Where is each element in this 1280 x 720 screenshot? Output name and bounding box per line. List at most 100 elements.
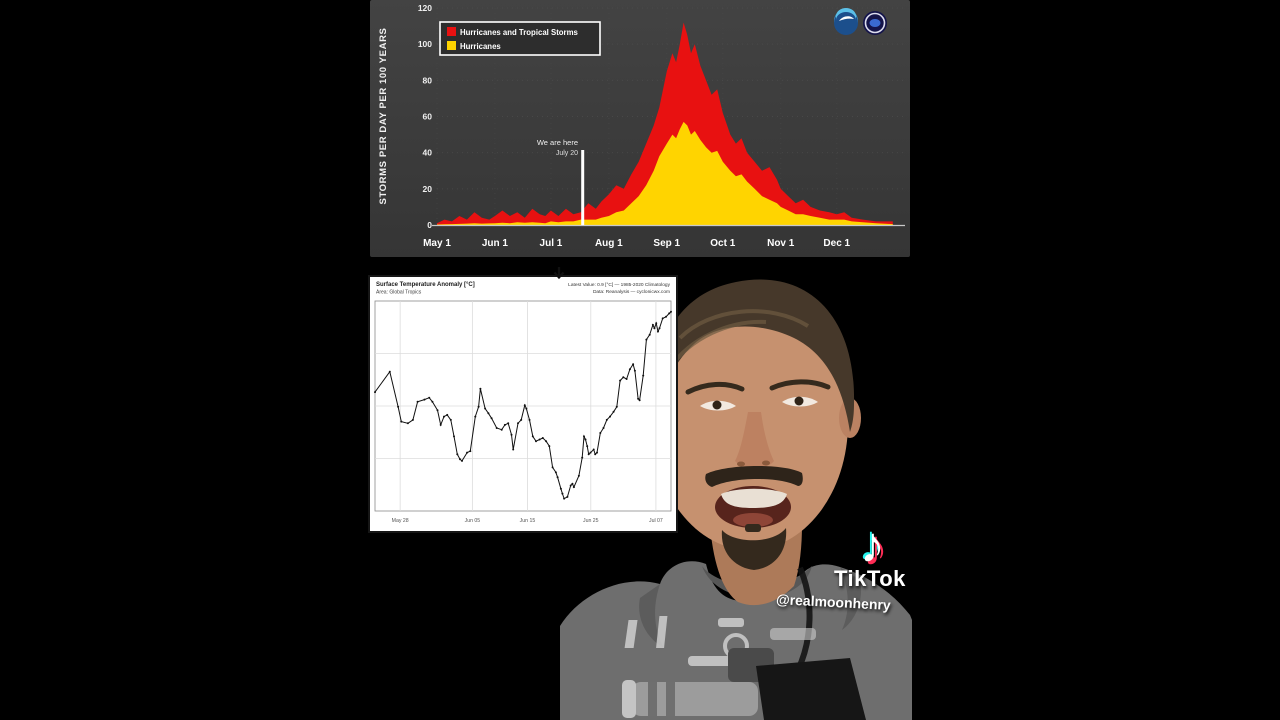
iris-right	[794, 396, 804, 406]
area-storms	[437, 22, 893, 225]
data-point-marker	[446, 413, 449, 416]
data-point-marker	[507, 422, 510, 425]
nostril-right	[762, 460, 770, 466]
temp-chart-subtitle: Area: Global Tropics	[376, 290, 422, 296]
data-point-marker	[583, 435, 585, 438]
data-point-marker	[495, 427, 498, 429]
data-point-marker	[436, 409, 439, 412]
temp-x-tick-label: Jun 05	[465, 518, 481, 524]
tick-labels: 0 20 40 60 80 100 120 May 1 Jun 1 Jul 1 Aug 1 Sep 1…	[418, 3, 851, 249]
down-arrow-cursor-icon	[553, 267, 565, 280]
x-tick-label: Oct 1	[710, 238, 735, 249]
data-point-marker	[423, 398, 426, 401]
data-point-marker	[453, 435, 455, 438]
temp-x-tick-label: Jul 07	[649, 518, 663, 524]
data-point-marker	[397, 405, 400, 408]
tiktok-note-icon: ♪	[858, 515, 883, 571]
temp-chart-title: Surface Temperature Anomaly [°C]	[376, 282, 475, 288]
x-tick-label: Jul 1	[540, 238, 563, 249]
legend-swatch-red	[447, 27, 456, 36]
hair	[651, 279, 855, 432]
temp-x-tick-label: Jun 25	[583, 518, 599, 524]
temp-grid-lines	[375, 301, 671, 511]
data-point-marker	[548, 445, 551, 448]
data-point-marker	[503, 423, 506, 426]
data-point-marker	[633, 369, 636, 372]
temp-x-tick-label: Jun 15	[520, 518, 536, 524]
data-point-marker	[374, 391, 376, 394]
data-point-marker	[500, 428, 503, 431]
hurricane-climatology-chart: 0 20 40 60 80 100 120 May 1 Jun 1 Jul 1 Aug 1 Sep 1…	[370, 0, 910, 257]
data-point-marker	[584, 438, 587, 441]
data-point-marker	[638, 399, 641, 402]
we-are-here-date: July 20	[556, 150, 578, 157]
chin-beard	[721, 528, 787, 570]
data-point-marker	[625, 378, 628, 380]
data-point-marker	[510, 433, 513, 436]
temp-tick-labels: May 28 Jun 05 Jun 15 Jun 25 Jul 07	[392, 518, 663, 524]
data-point-marker	[605, 418, 608, 421]
data-point-marker	[577, 474, 580, 477]
soul-patch	[745, 524, 761, 532]
data-point-marker	[665, 315, 667, 318]
data-point-marker	[406, 422, 409, 425]
nose	[735, 412, 774, 469]
data-point-marker	[559, 487, 562, 490]
data-point-marker	[596, 451, 598, 454]
data-point-marker	[645, 338, 648, 341]
data-point-marker	[520, 418, 523, 421]
temp-chart-info-1: Latest Value: 0.9 [°C] — 1985-2020 Clima…	[568, 282, 670, 288]
data-point-marker	[469, 450, 472, 453]
x-tick-label: Dec 1	[823, 238, 850, 249]
data-point-marker	[449, 418, 452, 421]
camera-body	[756, 658, 866, 720]
data-point-marker	[563, 497, 566, 500]
legend-swatch-yellow	[447, 41, 456, 50]
data-point-marker	[443, 415, 445, 418]
data-point-marker	[561, 492, 564, 495]
data-point-marker	[642, 374, 645, 377]
data-point-marker	[459, 458, 461, 461]
data-point-marker	[658, 327, 661, 330]
data-point-marker	[609, 415, 611, 418]
data-point-marker	[535, 440, 537, 443]
data-point-marker	[612, 410, 615, 413]
data-point-marker	[461, 459, 463, 462]
x-tick-label: Jun 1	[482, 238, 509, 249]
data-point-marker	[556, 476, 559, 479]
tiktok-note-icon: ♪	[860, 517, 885, 573]
area-series	[437, 22, 893, 225]
legend-box	[439, 21, 601, 56]
data-point-marker	[592, 448, 595, 451]
data-point-marker	[551, 466, 554, 469]
y-tick-label: 80	[423, 75, 433, 85]
data-point-marker	[554, 471, 557, 474]
y-tick-label: 60	[423, 112, 433, 122]
data-point-marker	[670, 310, 672, 313]
data-point-marker	[587, 453, 590, 456]
x-tick-label: Sep 1	[653, 238, 680, 249]
data-point-marker	[657, 330, 659, 333]
y-tick-label: 0	[427, 220, 432, 230]
data-point-marker	[653, 327, 656, 330]
data-point-marker	[512, 448, 515, 451]
data-point-marker	[474, 415, 477, 418]
data-point-marker	[586, 445, 589, 448]
legend-label-hurricanes: Hurricanes	[460, 42, 501, 51]
lens-ring-1	[648, 682, 657, 716]
data-point-marker	[668, 312, 671, 315]
data-point-marker	[622, 376, 625, 379]
area-hurricanes	[437, 121, 893, 225]
temperature-anomaly-chart: Surface Temperature Anomaly [°C] Area: G…	[368, 275, 678, 533]
data-point-marker	[632, 363, 635, 366]
y-axis-title: STORMS PER DAY PER 100 YEARS	[378, 28, 389, 205]
data-point-marker	[655, 322, 658, 325]
data-point-marker	[566, 495, 569, 498]
data-point-marker	[484, 407, 487, 410]
x-tick-label: May 1	[423, 238, 451, 249]
eyebrow-right	[769, 379, 831, 391]
data-point-marker	[569, 484, 572, 487]
data-point-marker	[477, 405, 480, 408]
data-point-marker	[531, 435, 534, 438]
data-point-marker	[538, 438, 541, 441]
